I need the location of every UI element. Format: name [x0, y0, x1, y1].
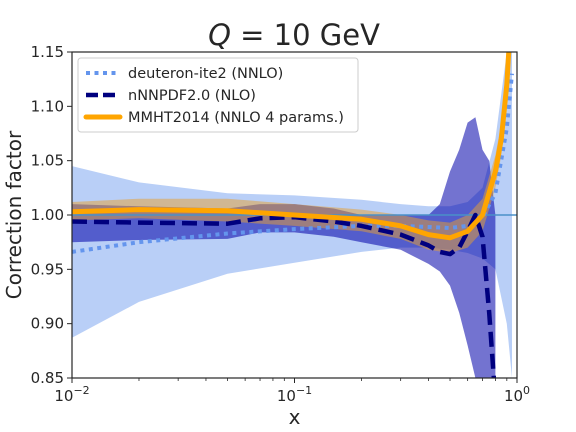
- y-tick-label: 1.10: [31, 97, 64, 115]
- band-mmht2014-nnlo-4-params: [72, 52, 510, 253]
- legend-label-deuteron-ite2-nnlo: deuteron-ite2 (NNLO): [128, 66, 283, 82]
- y-tick-label: 1.00: [31, 206, 64, 224]
- band-nnnpdf2-0-nlo: [72, 117, 496, 378]
- line-nnnpdf2-0-nlo: [72, 212, 497, 378]
- y-axis-label: Correction factor: [2, 130, 26, 299]
- x-axis-label: x: [289, 405, 301, 429]
- chart-title-variable: Q: [208, 18, 231, 52]
- y-tick-label: 0.95: [31, 260, 64, 278]
- legend: deuteron-ite2 (NNLO) nNNPDF2.0 (NLO) MMHT2…: [77, 57, 359, 133]
- line-mmht2014-nnlo-4-params: [72, 52, 512, 241]
- line-deuteron-ite2-nnlo: [72, 73, 514, 254]
- x-tick-label: 10−1: [277, 384, 312, 405]
- y-tick-label: 1.05: [31, 152, 64, 170]
- y-tick-label: 0.90: [31, 315, 64, 333]
- legend-box: [77, 57, 359, 133]
- legend-label-nnnpdf2-0-nlo: nNNPDF2.0 (NLO): [128, 88, 256, 104]
- x-tick-label: 10−2: [54, 384, 89, 405]
- chart-title-value: = 10 GeV: [231, 18, 380, 52]
- y-tick-label: 0.85: [31, 369, 64, 387]
- y-axis-ticks: 0.85 0.90 0.95 1.00 1.05 1.10 1.15: [31, 43, 72, 387]
- x-tick-label: 100: [504, 384, 530, 405]
- uncertainty-bands: [72, 52, 512, 378]
- chart-title: Q = 10 GeV: [208, 18, 380, 52]
- x-axis-ticks: 10−2 10−1 100: [54, 378, 530, 405]
- central-lines: [72, 52, 514, 378]
- legend-label-mmht2014-nnlo-4-params: MMHT2014 (NNLO 4 params.): [128, 110, 344, 126]
- y-tick-label: 1.15: [31, 43, 64, 61]
